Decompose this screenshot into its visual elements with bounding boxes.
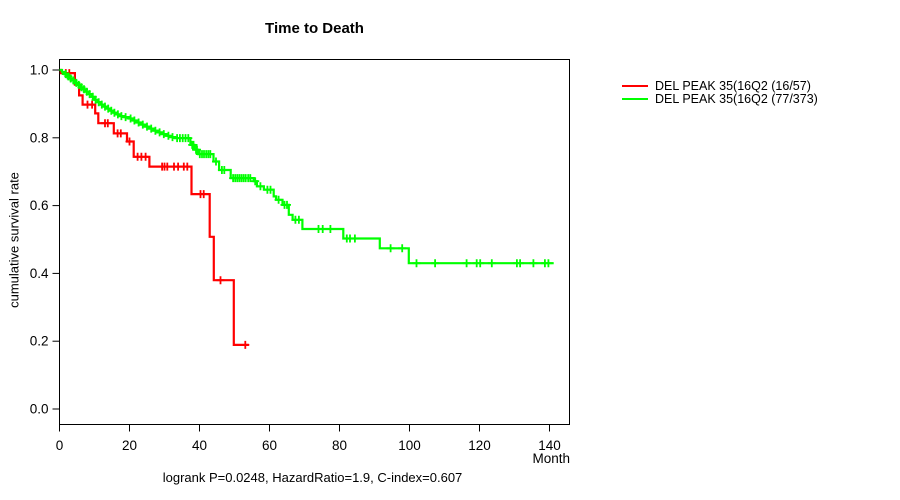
y-tick-label: 0.8 [30,130,49,145]
x-axis-title: Month [532,451,570,466]
legend-line-green [622,97,648,100]
plot-frame [59,59,570,425]
legend-item-group2: DEL PEAK 35(16Q2 (77/373) [622,91,818,106]
censor-marks-series2 [61,70,553,268]
y-tick-label: 0.0 [30,402,49,417]
y-tick-label: 0.4 [30,266,49,281]
km-curve-series2 [59,68,554,265]
chart-title: Time to Death [265,20,364,37]
stats-caption: logrank P=0.0248, HazardRatio=1.9, C-ind… [162,470,463,485]
km-curve-series1 [59,68,249,346]
legend: DEL PEAK 35(16Q2 (16/57) DEL PEAK 35(16Q… [622,79,818,106]
legend-line-red [622,85,648,88]
y-tick-label: 0.6 [30,198,49,213]
y-axis-title: cumulative survival rate [6,172,22,308]
x-tick-label: 100 [398,438,421,453]
x-tick-label: 120 [468,438,491,453]
y-tick-label: 0.2 [30,334,49,349]
censor-marks-series1 [61,69,250,349]
x-tick-label: 80 [332,438,347,453]
legend-label-group2: DEL PEAK 35(16Q2 (77/373) [655,91,818,106]
x-tick-label: 140 [538,438,561,453]
y-tick-label: 1.0 [30,63,49,78]
legend-label-group1: DEL PEAK 35(16Q2 (16/57) [655,79,811,94]
x-tick-label: 20 [122,438,137,453]
x-tick-label: 60 [262,438,277,453]
x-tick-label: 0 [56,438,64,453]
legend-item-group1: DEL PEAK 35(16Q2 (16/57) [622,79,818,94]
x-tick-label: 40 [192,438,207,453]
